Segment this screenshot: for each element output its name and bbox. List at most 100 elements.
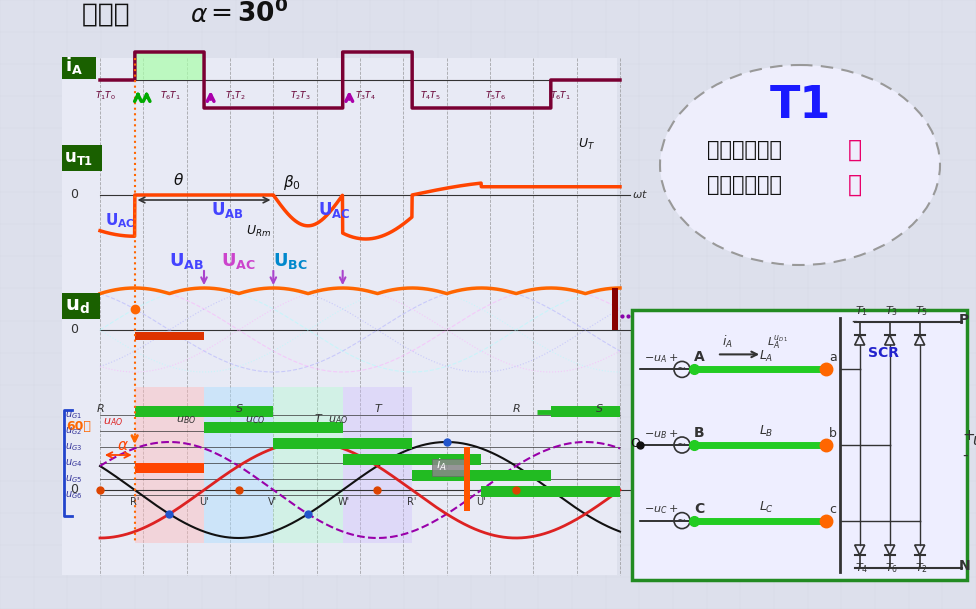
Text: $\mathbf{u_d}$: $\mathbf{u_d}$ — [65, 297, 90, 316]
Bar — [632, 310, 967, 580]
Text: $T_4$: $T_4$ — [855, 561, 868, 575]
Bar — [62, 57, 96, 79]
Text: $u_{G5}$: $u_{G5}$ — [65, 473, 82, 485]
Text: $u_{G1}$: $u_{G1}$ — [65, 409, 82, 421]
Text: $-u_B+$: $-u_B+$ — [644, 428, 678, 441]
Text: 0: 0 — [70, 188, 78, 201]
Text: $T_1T_0$: $T_1T_0$ — [95, 89, 115, 102]
Bar — [464, 447, 470, 511]
Text: 什么时候关断: 什么时候关断 — [708, 175, 783, 195]
Text: $\mathbf{U_{BC}}$: $\mathbf{U_{BC}}$ — [273, 251, 308, 271]
Text: ~: ~ — [677, 440, 687, 450]
Text: $L_C$: $L_C$ — [759, 499, 774, 515]
Text: T1: T1 — [769, 83, 831, 127]
Text: $L_A^{u_{D1}}$: $L_A^{u_{D1}}$ — [767, 334, 788, 352]
Text: ？: ？ — [848, 138, 862, 162]
Text: $T_6$: $T_6$ — [884, 561, 898, 575]
Text: 0: 0 — [70, 323, 78, 336]
Text: $\beta_0$: $\beta_0$ — [283, 173, 301, 192]
Text: $T_4T_5$: $T_4T_5$ — [420, 89, 440, 102]
Text: T: T — [375, 404, 381, 414]
Text: $-u_A+$: $-u_A+$ — [644, 353, 678, 365]
Bar — [612, 288, 618, 330]
Text: $u_{CO}$: $u_{CO}$ — [245, 414, 265, 426]
Text: $-u_C+$: $-u_C+$ — [644, 504, 678, 516]
Bar — [343, 387, 412, 543]
Text: $T_5T_6$: $T_5T_6$ — [484, 89, 506, 102]
Bar — [481, 486, 620, 498]
Bar — [481, 486, 620, 498]
Text: b: b — [829, 427, 836, 440]
Bar — [343, 454, 481, 465]
Text: N: N — [959, 559, 970, 573]
Text: C: C — [694, 502, 705, 516]
Text: -: - — [852, 312, 858, 330]
Text: 0: 0 — [70, 483, 78, 496]
Text: $\mathbf{i_A}$: $\mathbf{i_A}$ — [65, 55, 83, 76]
Text: $T_6T_1$: $T_6T_1$ — [549, 89, 570, 102]
Text: $L_B$: $L_B$ — [759, 424, 773, 439]
Bar — [204, 422, 343, 434]
Text: $T_1T_2$: $T_1T_2$ — [224, 89, 245, 102]
Text: 控制角: 控制角 — [82, 2, 148, 28]
Text: $i_A$: $i_A$ — [436, 457, 447, 473]
Bar — [412, 470, 550, 481]
Text: $\alpha$: $\alpha$ — [117, 438, 129, 453]
Bar — [62, 58, 617, 575]
Text: R': R' — [130, 497, 139, 507]
Text: T: T — [314, 414, 321, 424]
Text: $\theta$: $\theta$ — [173, 172, 183, 188]
Text: ~: ~ — [677, 364, 687, 375]
Text: $T_1$: $T_1$ — [855, 304, 868, 318]
Text: $T_6T_1$: $T_6T_1$ — [160, 89, 181, 102]
Text: $u_{BO}$: $u_{BO}$ — [176, 414, 196, 426]
Bar — [204, 387, 273, 543]
Text: R: R — [97, 404, 104, 414]
Text: $U_T$: $U_T$ — [579, 137, 595, 152]
Text: $\mathbf{U_{AB}}$: $\mathbf{U_{AB}}$ — [169, 251, 205, 271]
Bar — [135, 406, 273, 417]
Text: SCR: SCR — [868, 346, 899, 360]
Text: $u_{G6}$: $u_{G6}$ — [65, 489, 82, 501]
Bar — [550, 406, 620, 417]
Text: $\mathbf{U_{AC}}$: $\mathbf{U_{AC}}$ — [318, 200, 350, 220]
Text: ？: ？ — [848, 173, 862, 197]
Text: $T_3T_4$: $T_3T_4$ — [354, 89, 376, 102]
Bar — [135, 406, 273, 417]
Text: O: O — [630, 437, 640, 450]
Text: $\mathbf{U_{AC}}$: $\mathbf{U_{AC}}$ — [105, 211, 135, 230]
Text: $\mathbf{u_{T1}}$: $\mathbf{u_{T1}}$ — [64, 149, 93, 167]
Text: U': U' — [199, 497, 209, 507]
Text: R': R' — [407, 497, 417, 507]
Text: W': W' — [338, 497, 349, 507]
Text: S: S — [596, 404, 603, 414]
Text: 什么时候开通: 什么时候开通 — [708, 140, 783, 160]
Bar — [135, 463, 204, 473]
Text: $L_A$: $L_A$ — [759, 348, 773, 364]
Text: c: c — [829, 502, 836, 516]
Text: $\mathbf{U_{AB}}$: $\mathbf{U_{AB}}$ — [211, 200, 243, 220]
Text: R: R — [513, 404, 521, 414]
Text: $T_3$: $T_3$ — [884, 304, 898, 318]
Text: $u_{G3}$: $u_{G3}$ — [65, 441, 82, 453]
Text: +: + — [962, 428, 975, 443]
Text: -: - — [962, 448, 967, 463]
Text: $\omega t$: $\omega t$ — [632, 323, 648, 335]
Text: U': U' — [476, 497, 486, 507]
Text: P: P — [959, 313, 969, 327]
Bar — [273, 438, 412, 449]
Bar — [135, 52, 204, 80]
Text: $\omega t$: $\omega t$ — [632, 483, 648, 495]
Text: $T_2T_3$: $T_2T_3$ — [290, 89, 310, 102]
Bar — [412, 470, 550, 481]
Text: S: S — [235, 404, 243, 414]
Text: $u_{AO}$: $u_{AO}$ — [328, 414, 348, 426]
Text: $\alpha$: $\alpha$ — [190, 3, 208, 27]
Text: A: A — [694, 350, 705, 364]
Bar — [135, 387, 204, 543]
Bar — [273, 387, 343, 543]
Text: $T_2$: $T_2$ — [915, 561, 927, 575]
Text: $u_{G4}$: $u_{G4}$ — [65, 457, 82, 469]
Text: $i_A$: $i_A$ — [722, 334, 733, 351]
Text: $T_5$: $T_5$ — [915, 304, 928, 318]
